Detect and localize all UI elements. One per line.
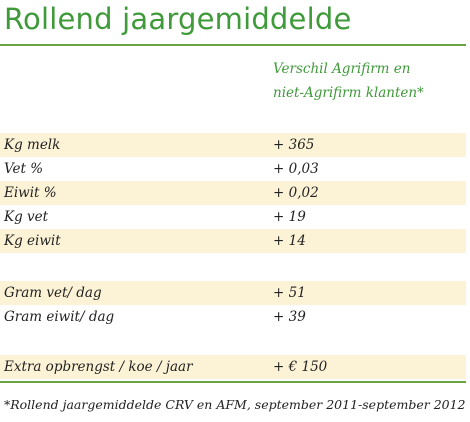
row-value: + € 150: [273, 359, 328, 375]
footnote: *Rollend jaargemiddelde CRV en AFM, sept…: [4, 397, 466, 412]
row-label: Kg eiwit: [4, 233, 61, 249]
row-label: Vet %: [4, 161, 44, 177]
column-header-line-1: Verschil Agrifirm en: [273, 61, 411, 77]
bottom-rule: [0, 381, 466, 383]
row-value: + 14: [273, 233, 306, 249]
row-label: Gram eiwit/ dag: [4, 309, 115, 325]
row-value: + 0,02: [273, 185, 319, 201]
row-gram-vet-dag: Gram vet/ dag + 51: [0, 281, 466, 305]
row-value: + 365: [273, 137, 315, 153]
row-extra-opbrengst: Extra opbrengst / koe / jaar + € 150: [0, 355, 466, 379]
row-label: Extra opbrengst / koe / jaar: [4, 359, 193, 375]
row-vet-pct: Vet % + 0,03: [0, 157, 466, 181]
row-kg-eiwit: Kg eiwit + 14: [0, 229, 466, 253]
row-kg-vet: Kg vet + 19: [0, 205, 466, 229]
row-spacer: [0, 253, 466, 277]
column-header-line-2: niet-Agrifirm klanten*: [273, 85, 424, 101]
row-label: Kg vet: [4, 209, 49, 225]
row-value: + 39: [273, 309, 306, 325]
row-value: + 0,03: [273, 161, 319, 177]
table-title: Rollend jaargemiddelde: [4, 2, 352, 36]
row-value: + 51: [273, 285, 306, 301]
row-gram-eiwit-dag: Gram eiwit/ dag + 39: [0, 305, 466, 329]
row-eiwit-pct: Eiwit % + 0,02: [0, 181, 466, 205]
row-kg-melk: Kg melk + 365: [0, 133, 466, 157]
column-header: Verschil Agrifirm en niet-Agrifirm klant…: [273, 57, 463, 105]
row-spacer: [0, 329, 466, 353]
row-value: + 19: [273, 209, 306, 225]
top-rule: [0, 44, 466, 46]
row-label: Eiwit %: [4, 185, 57, 201]
row-label: Gram vet/ dag: [4, 285, 102, 301]
row-label: Kg melk: [4, 137, 61, 153]
